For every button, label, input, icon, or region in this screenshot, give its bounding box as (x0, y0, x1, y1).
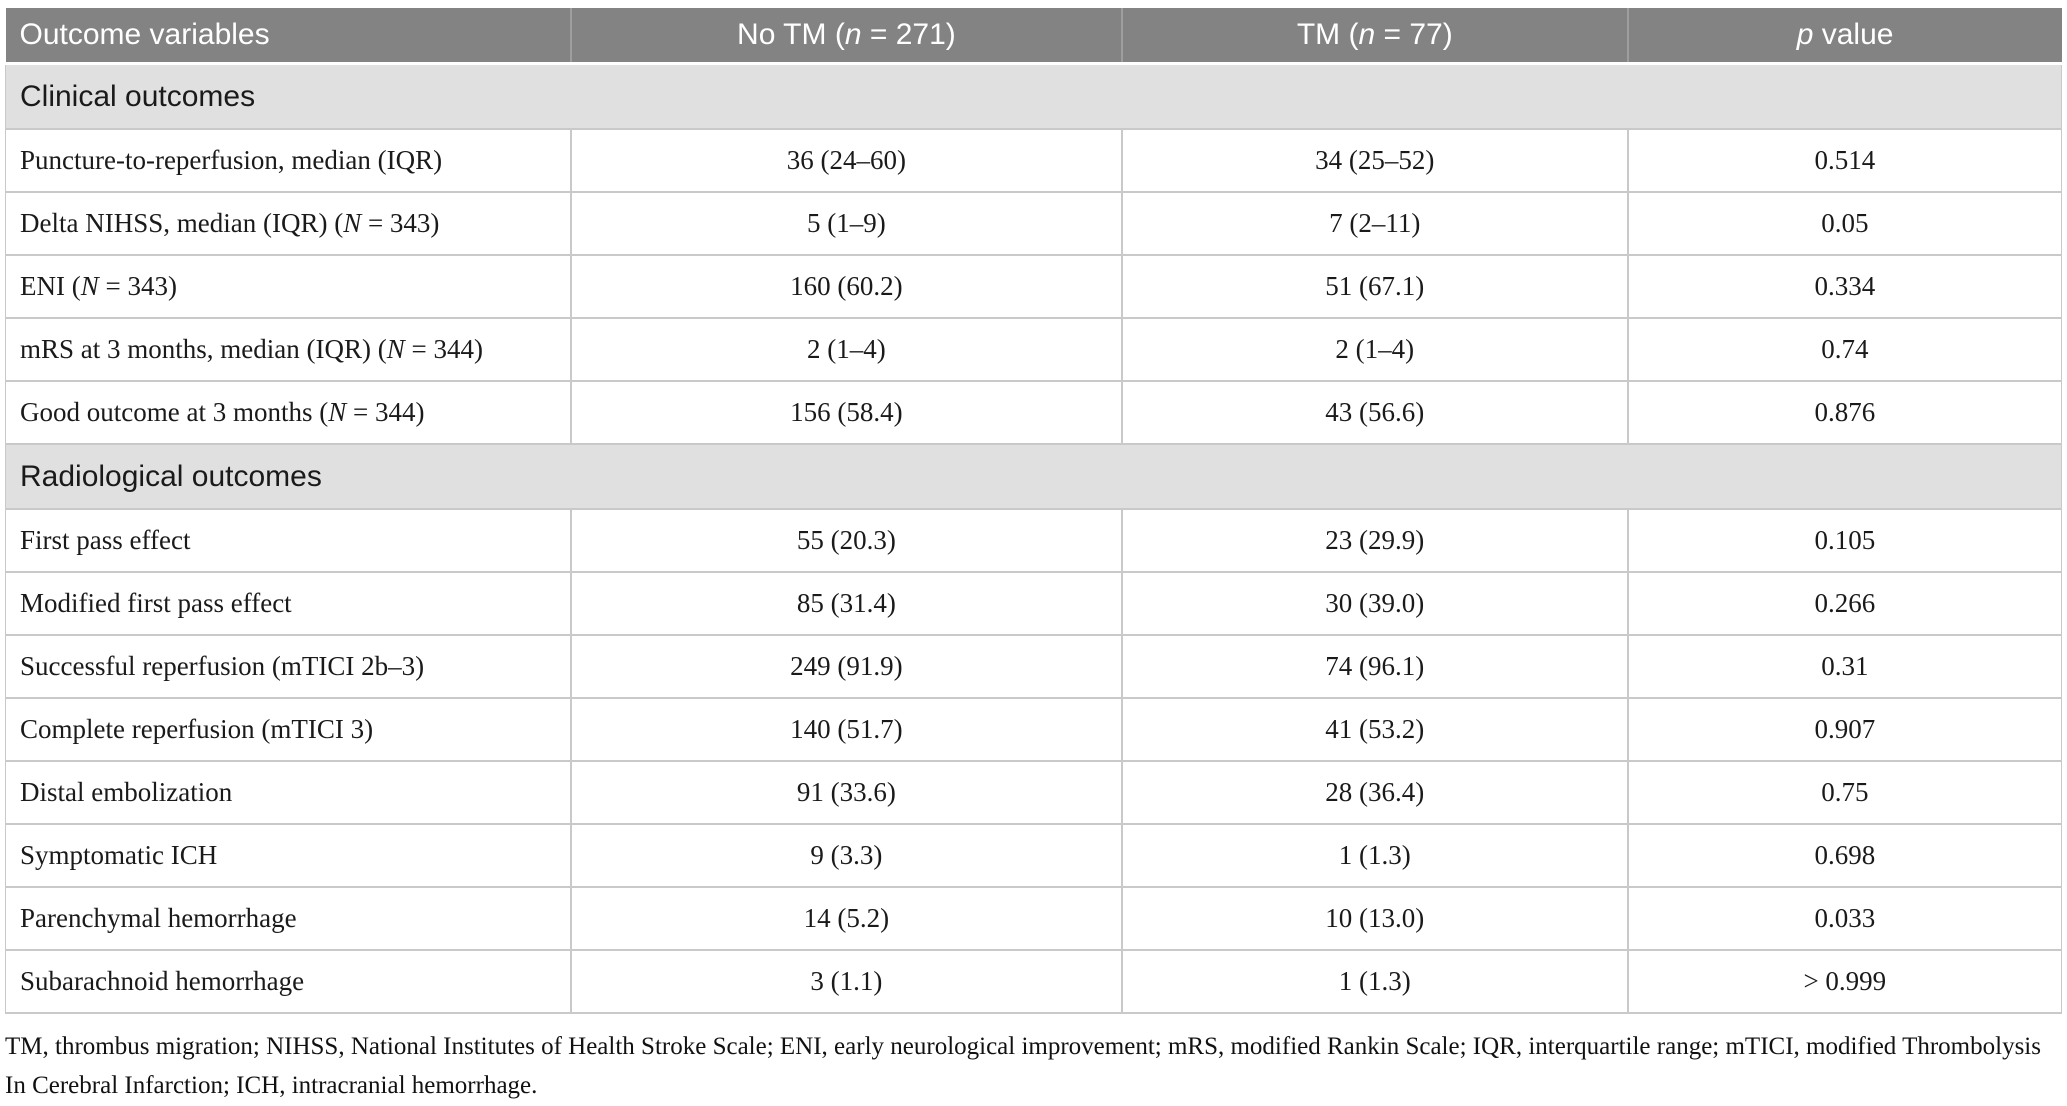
row-label: ENI (N = 343) (4, 254, 571, 319)
table-row: Successful reperfusion (mTICI 2b–3) 249 (… (4, 634, 2062, 699)
p-value: 0.105 (1626, 508, 2062, 573)
p-value: > 0.999 (1626, 949, 2062, 1014)
row-label: Parenchymal hemorrhage (4, 886, 571, 951)
tm-value: 1 (1.3) (1120, 823, 1628, 888)
table-body: Clinical outcomes Puncture-to-reperfusion… (4, 62, 2062, 1014)
table-row: Modified first pass effect 85 (31.4) 30 (3… (4, 571, 2062, 636)
header-tm-post: = 77) (1375, 18, 1453, 51)
row-label: Subarachnoid hemorrhage (4, 949, 571, 1014)
tm-value: 41 (53.2) (1120, 697, 1628, 762)
tm-value: 34 (25–52) (1120, 128, 1628, 193)
no-tm-value: 36 (24–60) (569, 128, 1122, 193)
p-value: 0.514 (1626, 128, 2062, 193)
table-row: ENI (N = 343) 160 (60.2) 51 (67.1) 0.334 (4, 254, 2062, 319)
p-value: 0.266 (1626, 571, 2062, 636)
row-label: Delta NIHSS, median (IQR) (N = 343) (4, 191, 571, 256)
no-tm-value: 140 (51.7) (569, 697, 1122, 762)
no-tm-value: 249 (91.9) (569, 634, 1122, 699)
p-value: 0.876 (1626, 380, 2062, 445)
table-row: mRS at 3 months, median (IQR) (N = 344) 2… (4, 317, 2062, 382)
table-header: Outcome variables No TM (n = 271) TM (n … (5, 8, 2062, 65)
row-label: Puncture-to-reperfusion, median (IQR) (4, 128, 571, 193)
no-tm-value: 2 (1–4) (569, 317, 1122, 382)
header-no-tm-pre: No TM ( (737, 18, 845, 51)
table-row: Puncture-to-reperfusion, median (IQR) 36 … (4, 128, 2062, 193)
p-value: 0.907 (1626, 697, 2062, 762)
p-value: 0.75 (1626, 760, 2062, 825)
row-label: First pass effect (4, 508, 571, 573)
p-value: 0.31 (1626, 634, 2062, 699)
section-row: Clinical outcomes (5, 62, 2062, 130)
header-no-tm-italic-n: n (844, 18, 862, 51)
row-label: Successful reperfusion (mTICI 2b–3) (4, 634, 571, 699)
tm-value: 43 (56.6) (1120, 380, 1628, 445)
tm-value: 30 (39.0) (1120, 571, 1628, 636)
header-tm-pre: TM ( (1296, 18, 1359, 51)
tm-value: 2 (1–4) (1120, 317, 1628, 382)
tm-value: 28 (36.4) (1120, 760, 1628, 825)
header-tm: TM (n = 77) (1120, 8, 1628, 65)
no-tm-value: 3 (1.1) (569, 949, 1122, 1014)
header-p-value: p value (1626, 8, 2062, 65)
outcomes-table: Outcome variables No TM (n = 271) TM (n … (4, 8, 2062, 1014)
no-tm-value: 14 (5.2) (569, 886, 1122, 951)
p-value: 0.033 (1626, 886, 2062, 951)
no-tm-value: 9 (3.3) (569, 823, 1122, 888)
no-tm-value: 91 (33.6) (569, 760, 1122, 825)
no-tm-value: 85 (31.4) (569, 571, 1122, 636)
header-no-tm: No TM (n = 271) (569, 8, 1122, 65)
row-label: Symptomatic ICH (4, 823, 571, 888)
p-value: 0.74 (1626, 317, 2062, 382)
header-outcome-variables: Outcome variables (5, 8, 571, 65)
no-tm-value: 5 (1–9) (569, 191, 1122, 256)
p-value: 0.05 (1626, 191, 2062, 256)
section-title: Clinical outcomes (5, 62, 2062, 130)
row-label: Modified first pass effect (4, 571, 571, 636)
no-tm-value: 156 (58.4) (569, 380, 1122, 445)
table-row: Complete reperfusion (mTICI 3) 140 (51.7)… (4, 697, 2062, 762)
row-label: Good outcome at 3 months (N = 344) (4, 380, 571, 445)
header-p-value-italic-p: p (1796, 18, 1814, 51)
tm-value: 51 (67.1) (1120, 254, 1628, 319)
no-tm-value: 55 (20.3) (569, 508, 1122, 573)
table-row: Distal embolization 91 (33.6) 28 (36.4) 0.7… (4, 760, 2062, 825)
section-title: Radiological outcomes (5, 443, 2062, 510)
tm-value: 10 (13.0) (1120, 886, 1628, 951)
table-row: Symptomatic ICH 9 (3.3) 1 (1.3) 0.698 (4, 823, 2062, 888)
table-row: Good outcome at 3 months (N = 344) 156 (5… (4, 380, 2062, 445)
p-value: 0.698 (1626, 823, 2062, 888)
row-label: mRS at 3 months, median (IQR) (N = 344) (4, 317, 571, 382)
header-p-value-post: value (1813, 18, 1894, 51)
header-no-tm-post: = 271) (861, 18, 956, 51)
header-row: Outcome variables No TM (n = 271) TM (n … (5, 8, 2062, 65)
footnote: TM, thrombus migration; NIHSS, National … (5, 1033, 2041, 1099)
no-tm-value: 160 (60.2) (569, 254, 1122, 319)
header-outcome-variables-label: Outcome variables (19, 18, 270, 51)
table-row: First pass effect 55 (20.3) 23 (29.9) 0.105 (4, 508, 2062, 573)
row-label: Distal embolization (4, 760, 571, 825)
tm-value: 23 (29.9) (1120, 508, 1628, 573)
tm-value: 1 (1.3) (1120, 949, 1628, 1014)
table-row: Parenchymal hemorrhage 14 (5.2) 10 (13.0) 0… (4, 886, 2062, 951)
row-label: Complete reperfusion (mTICI 3) (4, 697, 571, 762)
tm-value: 7 (2–11) (1120, 191, 1628, 256)
p-value: 0.334 (1626, 254, 2062, 319)
tm-value: 74 (96.1) (1120, 634, 1628, 699)
table-row: Delta NIHSS, median (IQR) (N = 343) 5 (1–… (4, 191, 2062, 256)
section-row: Radiological outcomes (5, 443, 2062, 510)
table-row: Subarachnoid hemorrhage 3 (1.1) 1 (1.3) > 0… (4, 949, 2062, 1014)
header-tm-italic-n: n (1358, 18, 1376, 51)
